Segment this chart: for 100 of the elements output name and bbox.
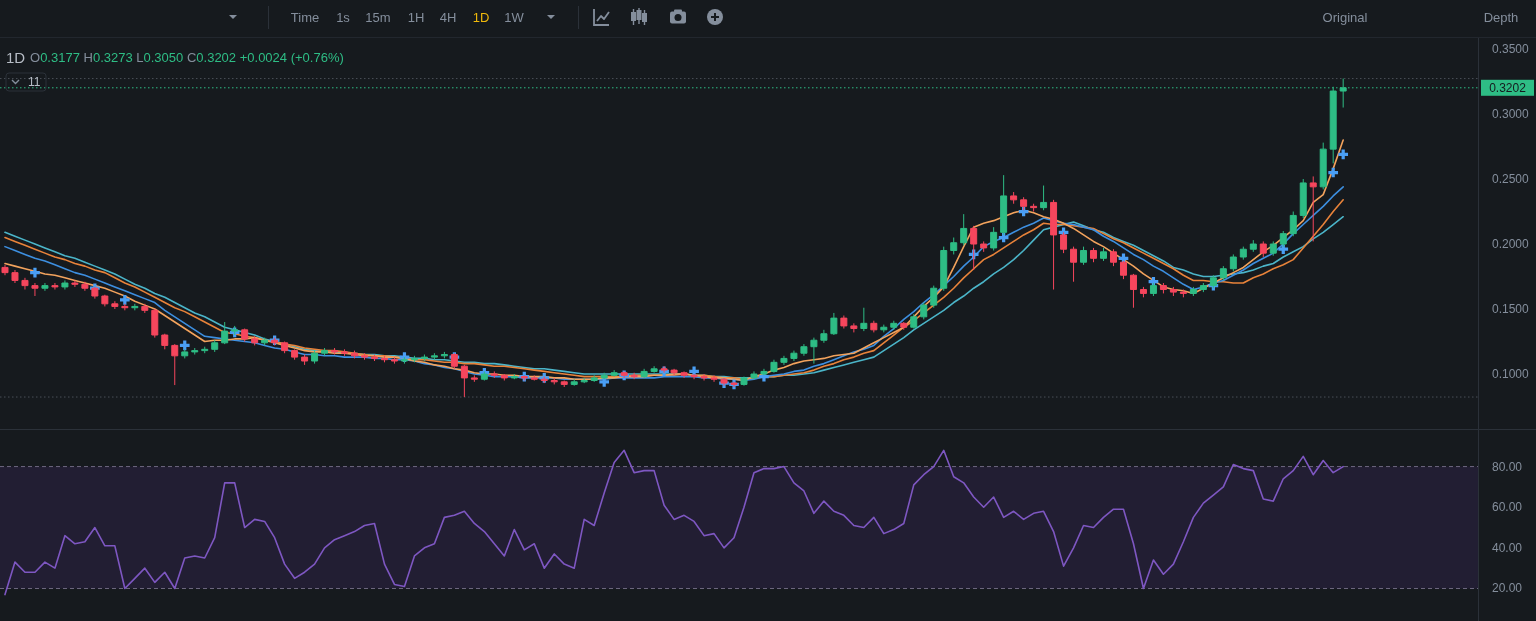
y-tick-label: 0.2000 <box>1492 237 1530 252</box>
candlestick <box>880 324 888 333</box>
candlestick <box>341 348 349 357</box>
candlestick <box>1110 248 1117 267</box>
candlestick <box>780 355 788 366</box>
candlestick <box>640 368 648 379</box>
candlestick <box>980 240 988 253</box>
candlestick <box>950 237 958 255</box>
candlestick <box>31 282 39 297</box>
text: 1W <box>504 9 525 25</box>
candlestick <box>870 320 878 333</box>
line-series <box>4 449 1344 596</box>
candlestick <box>550 377 558 385</box>
candlestick <box>131 303 139 311</box>
candlestick <box>710 374 718 383</box>
candlestick <box>1159 282 1167 294</box>
candlestick <box>281 341 289 354</box>
candlestick <box>351 350 359 359</box>
candlestick <box>420 354 428 362</box>
candlestick <box>460 364 468 398</box>
text: 1s <box>336 9 351 25</box>
candlestick <box>1 264 9 276</box>
candlestick <box>161 333 169 350</box>
text: 15m <box>365 9 391 25</box>
candlestick <box>920 302 928 320</box>
candlestick <box>390 356 398 365</box>
candlestick <box>41 282 49 292</box>
candlestick <box>81 281 89 292</box>
text: 1D <box>472 9 490 25</box>
candlestick <box>321 347 329 357</box>
candlestick <box>1309 175 1317 242</box>
candlestick <box>1139 286 1147 298</box>
y-tick-label: 20.00 <box>1492 581 1523 596</box>
point <box>1328 167 1339 178</box>
candlestick <box>410 355 418 363</box>
candlestick <box>371 354 378 362</box>
candlestick <box>1090 247 1098 263</box>
candlestick <box>1010 191 1018 205</box>
candlestick <box>291 348 299 361</box>
candlestick <box>61 279 69 291</box>
candlestick <box>191 347 199 356</box>
candlestick <box>1229 253 1237 272</box>
candlestick <box>1040 185 1048 211</box>
candlestick <box>840 315 848 330</box>
candlestick <box>1199 282 1207 293</box>
point <box>119 295 130 305</box>
candlestick <box>750 370 758 380</box>
ref-line-label: 0.3202 <box>1489 80 1527 95</box>
candlestick <box>331 347 339 356</box>
point <box>689 366 699 377</box>
candlestick <box>1219 265 1227 281</box>
candlestick <box>740 376 748 387</box>
y-tick-label: 0.3000 <box>1492 107 1530 122</box>
candlestick <box>440 351 448 359</box>
candlestick <box>960 213 968 246</box>
text: Original <box>1322 9 1368 25</box>
candlestick <box>590 374 598 383</box>
candlestick <box>1080 246 1088 266</box>
candlestick <box>830 312 838 336</box>
candlestick <box>680 370 688 379</box>
candlestick <box>1169 286 1177 297</box>
candlestick <box>211 339 219 353</box>
text: 1D <box>6 48 26 66</box>
candlestick <box>430 352 438 361</box>
y-tick-label: 80.00 <box>1492 459 1523 474</box>
candlestick <box>770 359 778 374</box>
text: 1H <box>407 9 425 25</box>
y-tick-label: 0.1000 <box>1492 367 1530 382</box>
candlestick <box>261 337 269 346</box>
candlestick <box>301 354 309 366</box>
candlestick <box>900 321 908 331</box>
point <box>1338 149 1349 160</box>
candlestick <box>1239 246 1247 261</box>
candlestick <box>940 246 948 292</box>
candlestick <box>21 277 29 291</box>
candlestick <box>630 372 638 380</box>
candlestick <box>1299 178 1307 219</box>
candlestick <box>1129 273 1137 309</box>
candlestick <box>850 322 858 333</box>
candlestick <box>1189 286 1197 297</box>
candlestick <box>890 320 898 331</box>
candlestick <box>510 373 518 380</box>
candlestick <box>910 313 918 330</box>
candlestick <box>311 350 319 365</box>
y-tick-label: 40.00 <box>1492 540 1523 555</box>
candlestick <box>860 307 868 332</box>
candlestick <box>1269 240 1277 257</box>
candlestick <box>820 329 828 344</box>
candlestick <box>1249 239 1257 253</box>
candlestick <box>670 368 678 376</box>
candlestick <box>490 370 498 379</box>
candlestick <box>1289 211 1297 237</box>
candlestick <box>700 373 708 382</box>
point <box>179 340 190 351</box>
y-tick-label: 0.3500 <box>1492 42 1530 57</box>
candlestick <box>480 370 488 382</box>
candlestick <box>111 300 119 310</box>
candlestick <box>91 286 99 300</box>
candlestick <box>580 377 588 384</box>
y-tick-label: 0.2500 <box>1492 172 1530 187</box>
